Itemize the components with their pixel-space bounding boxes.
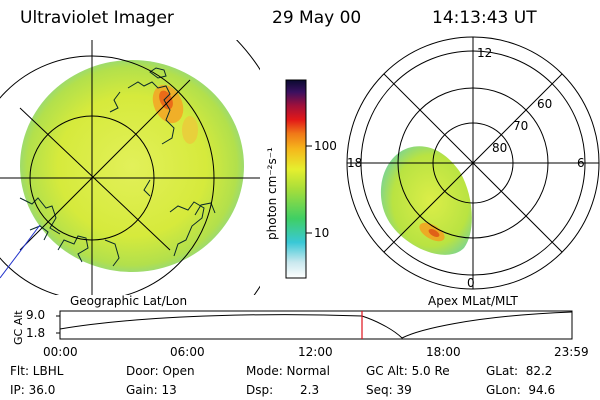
- glat-info: GLat: 82.2: [486, 364, 553, 378]
- timeline-xtick-1800: 18:00: [426, 345, 461, 359]
- timeline-axis-label: GC Alt: [12, 310, 25, 345]
- mlt-label-18: 18: [347, 156, 363, 170]
- colorbar-tick-10: 10: [314, 226, 330, 240]
- lat-label-80: 80: [492, 141, 508, 155]
- geo-grid: [0, 40, 260, 295]
- lat-label-70: 70: [513, 119, 529, 133]
- mlt-label-6: 6: [577, 156, 585, 170]
- altitude-curve: [59, 311, 573, 339]
- altitude-timeline: [56, 310, 573, 340]
- glon-info: GLon: 94.6: [486, 383, 556, 397]
- timeline-xtick-2359: 23:59: [554, 345, 589, 359]
- geographic-panel-label: Geographic Lat/Lon: [70, 294, 188, 308]
- polar-grid: [346, 36, 600, 290]
- door-info: Door: Open: [126, 364, 195, 378]
- timeline-xtick-1200: 12:00: [298, 345, 333, 359]
- coastlines: [19, 67, 216, 267]
- timeline-xtick-0600: 06:00: [170, 345, 205, 359]
- gc-alt-info: GC Alt: 5.0 Re: [366, 364, 450, 378]
- lat-label-60: 60: [537, 97, 553, 111]
- colorbar: [285, 79, 312, 279]
- auroral-oval: [380, 146, 472, 255]
- image-time: 14:13:43 UT: [432, 8, 537, 28]
- seq-info: Seq: 39: [366, 383, 412, 397]
- magnetic-panel-label: Apex MLat/MLT: [428, 294, 518, 308]
- timeline-ytick-low: 1.8: [26, 326, 46, 340]
- filter-info: Flt: LBHL: [10, 364, 64, 378]
- colorbar-tick-100: 100: [314, 139, 337, 153]
- image-date: 29 May 00: [272, 8, 362, 28]
- timeline-ytick-high: 9.0: [26, 308, 46, 322]
- ip-info: IP: 36.0: [10, 383, 56, 397]
- dsp-value: 2.3: [300, 383, 320, 397]
- mlt-label-12: 12: [477, 46, 493, 60]
- instrument-title: Ultraviolet Imager: [20, 8, 174, 28]
- colorbar-unit-label: photon cm⁻²s⁻¹: [265, 147, 279, 240]
- timeline-xtick-0000: 00:00: [43, 345, 78, 359]
- magnetic-polar-plot: [346, 36, 600, 290]
- mlt-label-0: 0: [467, 276, 475, 290]
- auroral-disk: [20, 60, 244, 272]
- dsp-label: Dsp:: [246, 383, 274, 397]
- gain-info: Gain: 13: [126, 383, 177, 397]
- mode-info: Mode: Normal: [246, 364, 330, 378]
- geographic-image: [0, 40, 260, 295]
